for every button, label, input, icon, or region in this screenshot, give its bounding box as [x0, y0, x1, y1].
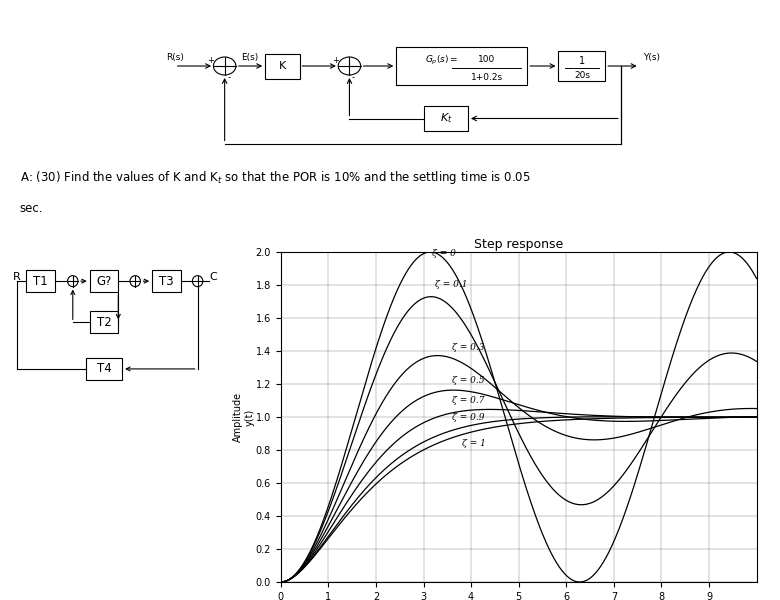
Circle shape — [339, 57, 360, 75]
Text: -: - — [227, 73, 230, 82]
Text: 1: 1 — [579, 55, 585, 65]
Text: T4: T4 — [97, 362, 112, 376]
Text: 100: 100 — [478, 55, 495, 64]
Text: $G_p(s)=$: $G_p(s)=$ — [424, 53, 458, 67]
Circle shape — [68, 275, 78, 287]
Circle shape — [214, 57, 236, 75]
Text: ζ = 1: ζ = 1 — [462, 439, 485, 448]
Circle shape — [130, 275, 140, 287]
Text: T3: T3 — [159, 275, 174, 287]
Text: K: K — [278, 61, 286, 71]
Text: ζ = 0.3: ζ = 0.3 — [452, 343, 484, 352]
Bar — [265, 53, 300, 79]
Text: +: + — [332, 56, 339, 65]
Text: 20s: 20s — [574, 71, 590, 80]
Text: G?: G? — [96, 275, 112, 287]
Title: Step response: Step response — [474, 238, 563, 251]
Text: ζ = 0: ζ = 0 — [432, 249, 456, 258]
Text: +: + — [207, 56, 214, 65]
Bar — [26, 270, 55, 292]
Text: C: C — [209, 272, 217, 282]
Text: Y(s): Y(s) — [643, 53, 660, 62]
Bar — [90, 311, 119, 333]
Bar — [152, 270, 181, 292]
Y-axis label: Amplitude
y(t): Amplitude y(t) — [232, 392, 254, 442]
Text: -: - — [352, 73, 355, 82]
Text: $K_t$: $K_t$ — [440, 112, 452, 125]
Text: R: R — [13, 272, 21, 282]
Bar — [396, 47, 527, 85]
Bar — [86, 358, 122, 380]
Text: ζ = 0.7: ζ = 0.7 — [452, 396, 484, 405]
Text: R(s): R(s) — [166, 53, 183, 62]
Text: E(s): E(s) — [241, 53, 258, 62]
Text: ζ = 0.9: ζ = 0.9 — [452, 413, 484, 421]
Text: A: (30) Find the values of K and K$_t$ so that the POR is 10% and the settling t: A: (30) Find the values of K and K$_t$ s… — [20, 169, 530, 185]
Bar — [424, 106, 468, 131]
Text: sec.: sec. — [20, 202, 43, 215]
Circle shape — [193, 275, 203, 287]
Text: ζ = 0.5: ζ = 0.5 — [452, 376, 484, 385]
Text: T2: T2 — [97, 316, 112, 329]
Bar — [90, 270, 119, 292]
Text: 1+0.2s: 1+0.2s — [470, 73, 503, 82]
Text: T1: T1 — [33, 275, 48, 287]
Bar — [558, 51, 605, 81]
Text: ζ = 0.1: ζ = 0.1 — [435, 280, 468, 289]
